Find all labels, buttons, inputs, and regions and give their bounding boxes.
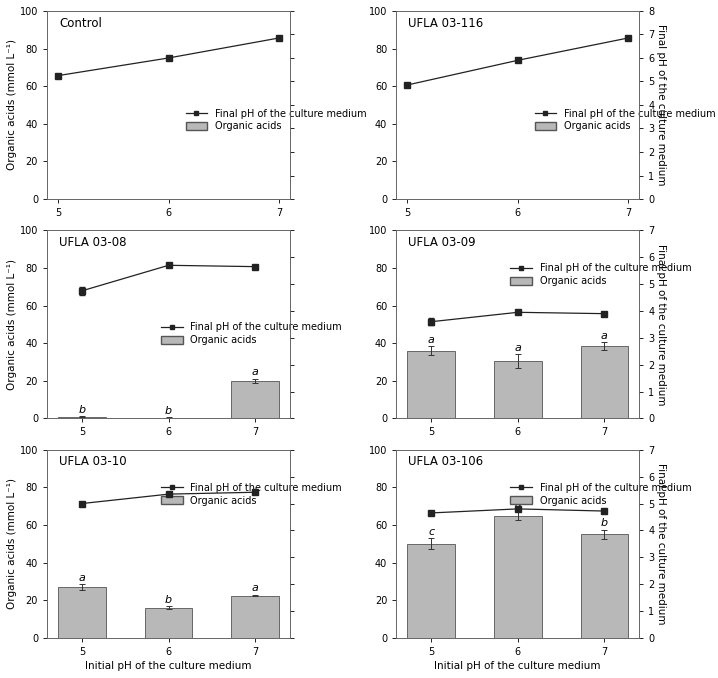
- Bar: [58, 587, 106, 638]
- Text: a: a: [428, 334, 434, 344]
- Text: a: a: [252, 367, 258, 378]
- Bar: [407, 351, 455, 418]
- Legend: Final pH of the culture medium, Organic acids: Final pH of the culture medium, Organic …: [186, 108, 366, 132]
- Y-axis label: Final pH of the culture medium: Final pH of the culture medium: [656, 243, 666, 405]
- Text: a: a: [78, 573, 85, 583]
- Y-axis label: Organic acids (mmol L⁻¹): Organic acids (mmol L⁻¹): [7, 39, 17, 170]
- Y-axis label: Organic acids (mmol L⁻¹): Organic acids (mmol L⁻¹): [7, 478, 17, 610]
- Text: UFLA 03-10: UFLA 03-10: [60, 456, 127, 468]
- Y-axis label: Organic acids (mmol L⁻¹): Organic acids (mmol L⁻¹): [7, 259, 17, 390]
- Bar: [407, 544, 455, 638]
- Legend: Final pH of the culture medium, Organic acids: Final pH of the culture medium, Organic …: [535, 108, 716, 132]
- X-axis label: Initial pH of the culture medium: Initial pH of the culture medium: [85, 661, 252, 671]
- Text: c: c: [428, 527, 434, 537]
- Bar: [494, 361, 541, 418]
- Bar: [581, 346, 628, 418]
- Y-axis label: Final pH of the culture medium: Final pH of the culture medium: [656, 24, 666, 186]
- Text: b: b: [165, 406, 172, 416]
- X-axis label: Initial pH of the culture medium: Initial pH of the culture medium: [434, 661, 601, 671]
- Bar: [231, 381, 279, 418]
- Legend: Final pH of the culture medium, Organic acids: Final pH of the culture medium, Organic …: [162, 483, 342, 506]
- Text: a: a: [514, 343, 521, 353]
- Text: b: b: [78, 405, 85, 415]
- Bar: [581, 534, 628, 638]
- Text: UFLA 03-08: UFLA 03-08: [60, 236, 127, 249]
- Y-axis label: Final pH of the culture medium: Final pH of the culture medium: [656, 463, 666, 624]
- Bar: [494, 515, 541, 638]
- Text: b: b: [601, 518, 608, 528]
- Text: UFLA 03-106: UFLA 03-106: [409, 456, 483, 468]
- Bar: [145, 607, 192, 638]
- Legend: Final pH of the culture medium, Organic acids: Final pH of the culture medium, Organic …: [510, 483, 691, 506]
- Text: UFLA 03-116: UFLA 03-116: [409, 16, 484, 30]
- Text: a: a: [514, 500, 521, 509]
- Text: Control: Control: [60, 16, 102, 30]
- Bar: [231, 595, 279, 638]
- Legend: Final pH of the culture medium, Organic acids: Final pH of the culture medium, Organic …: [510, 264, 691, 286]
- Legend: Final pH of the culture medium, Organic acids: Final pH of the culture medium, Organic …: [162, 322, 342, 345]
- Text: a: a: [601, 331, 608, 341]
- Text: a: a: [252, 583, 258, 593]
- Bar: [58, 416, 106, 418]
- Text: UFLA 03-09: UFLA 03-09: [409, 236, 476, 249]
- Text: b: b: [165, 595, 172, 605]
